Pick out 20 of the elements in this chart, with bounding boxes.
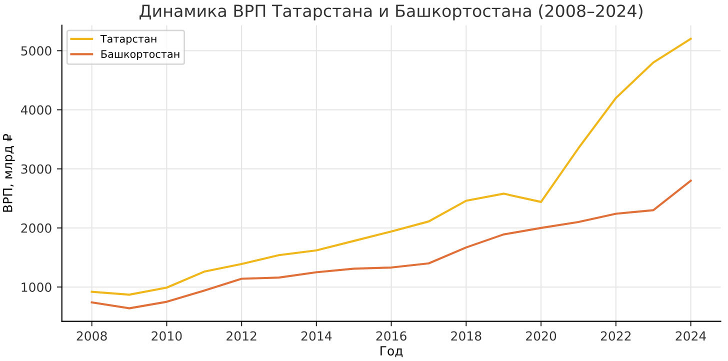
x-axis-title: Год — [380, 346, 403, 358]
chart-title: Динамика ВРП Татарстана и Башкортостана (2008–2024) — [140, 4, 642, 20]
x-tick-label: 2020 — [526, 331, 556, 341]
x-tick-label: 2010 — [152, 331, 182, 341]
y-tick-label: 2000 — [21, 223, 52, 233]
y-tick-label: 1000 — [22, 282, 52, 292]
legend-label: Башкортостан — [101, 50, 180, 60]
x-tick-label: 2018 — [451, 331, 482, 341]
x-tick-label: 2016 — [376, 331, 406, 341]
y-tick-label: 4000 — [20, 105, 52, 115]
line-series — [90, 180, 692, 310]
y-tick-label: 5000 — [21, 46, 52, 56]
x-tick-label: 2024 — [676, 331, 706, 341]
x-tick-label: 2014 — [301, 331, 332, 341]
x-tick-label: 2012 — [226, 331, 256, 341]
x-tick-label: 2008 — [76, 331, 107, 341]
y-tick-label: 3000 — [21, 164, 52, 174]
x-tick-label: 2022 — [600, 331, 631, 341]
legend-label: Татарстан — [100, 34, 156, 45]
y-axis-title: ВРП, млрд ₽ — [3, 134, 15, 212]
